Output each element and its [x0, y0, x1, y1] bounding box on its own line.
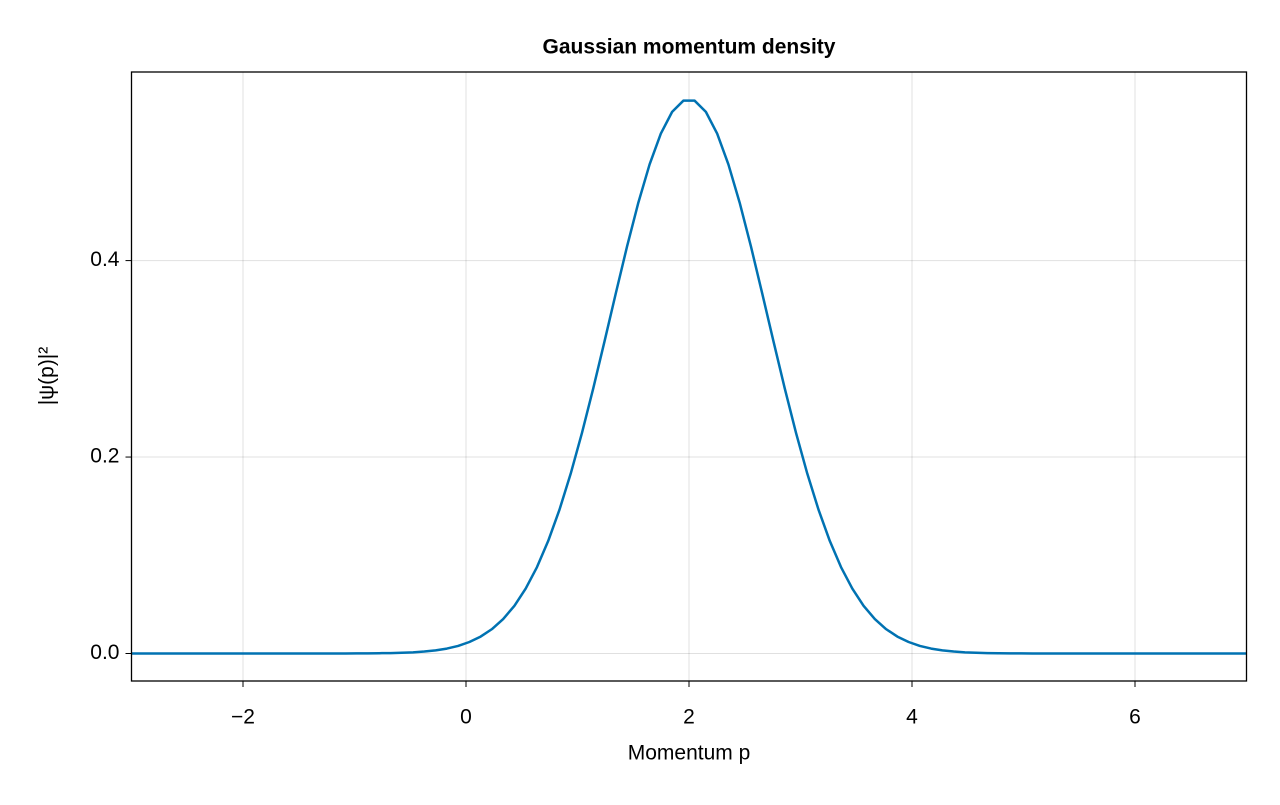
data-line [131, 99, 1247, 655]
x-tick-label: 2 [683, 706, 695, 729]
x-tick-label: −2 [231, 706, 255, 729]
y-axis-label: |ψ(p)|² [36, 347, 59, 406]
y-tick-label: 0.0 [90, 641, 119, 664]
x-axis-label: Momentum p [628, 742, 751, 765]
x-tick-label: 6 [1129, 706, 1141, 729]
y-tick-label: 0.4 [90, 248, 120, 271]
chart-title: Gaussian momentum density [543, 36, 836, 59]
y-tick-label: 0.2 [90, 445, 119, 468]
x-tick-label: 4 [906, 706, 918, 729]
plot-frame [130, 71, 1248, 682]
x-tick-label: 0 [460, 706, 472, 729]
